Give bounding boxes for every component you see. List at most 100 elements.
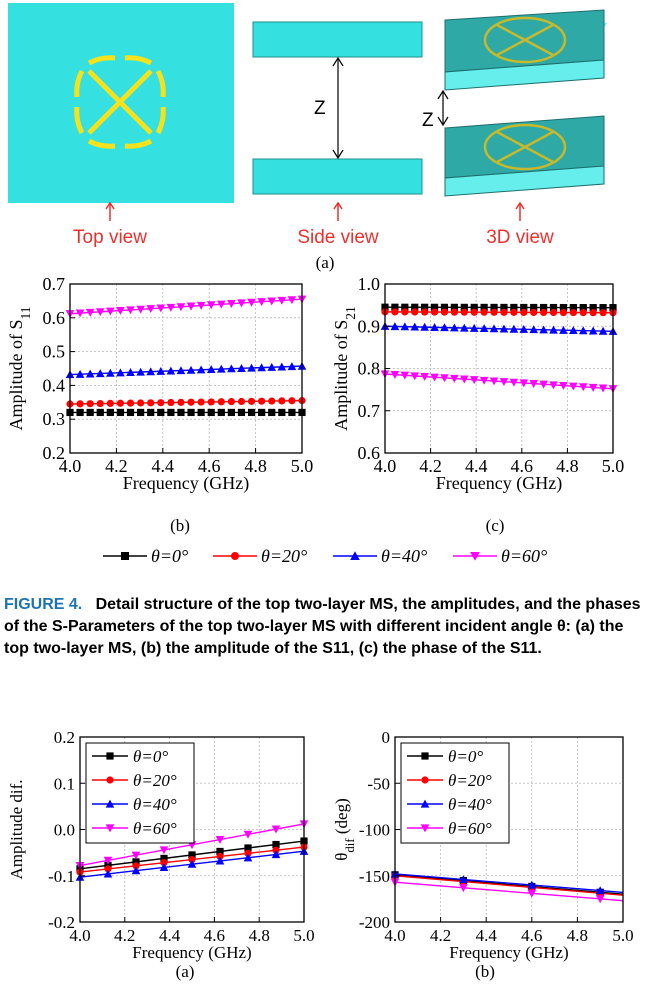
data-point [96,399,104,408]
series-2 [390,869,624,895]
y-tick-label: 0.6 [43,308,66,328]
y-axis-label: θdif (deg) [332,798,357,860]
data-point [103,856,113,865]
data-point [76,408,84,417]
shared-legend: θ=0° θ=20° θ=40° θ=60° [103,546,547,566]
y-tick-label: 0.2 [43,443,66,463]
y-axis-label: Amplitude of S11 [6,307,33,431]
legend-label: θ=40° [448,795,492,814]
data-point [126,368,135,376]
data-point [196,301,206,310]
chart-amplitude-dif: 4.0 4.2 4.4 4.6 4.8 5.0 -0.2 -0.1 0.0 0.1 0.2 Frequ… [7,728,315,962]
y-tick-label: 0.0 [54,821,75,840]
data-point [579,304,587,312]
data-point [579,309,587,317]
series-line [384,373,614,390]
data-point [440,303,449,311]
data-point [157,408,165,417]
data-point [599,309,607,317]
grid [70,284,302,453]
legend-marker [420,799,430,808]
series-0 [66,408,306,417]
data-point [237,408,246,417]
figure-a2-sublabel: (a) [175,962,195,981]
data-point [176,303,186,312]
data-point [277,296,287,305]
y-tick-label: 0.4 [43,375,66,395]
y-tick-label: -0.1 [48,867,75,886]
data-point [146,305,156,314]
data-point [480,308,488,316]
data-point [287,296,297,305]
series-line [69,399,303,405]
data-point [559,381,568,390]
x-tick-label: 4.8 [244,456,267,476]
series-line [384,311,614,314]
x-tick-label: 4.2 [430,926,451,945]
legend-marker [105,799,115,808]
data-point [244,844,252,852]
data-point [430,303,439,311]
data-point [268,408,276,417]
data-point [131,866,141,875]
x-tick-label: 4.4 [152,456,175,476]
data-point [598,326,608,335]
data-point [132,858,140,866]
legend-marker [470,552,480,561]
data-point [132,862,140,870]
series-1 [66,397,306,408]
data-point [257,363,266,372]
data-point [549,381,558,390]
data-point [595,895,605,904]
data-point [156,304,166,313]
data-point [430,323,439,331]
y-tick-label: 0.7 [43,274,66,294]
x-tick-label: 5.0 [293,926,314,945]
data-point [157,399,165,407]
data-point [569,382,578,391]
data-point [539,325,548,334]
data-point [217,398,225,406]
side-view-top-layer [252,21,423,58]
data-point [470,303,478,312]
x-tick-label: 4.2 [114,926,135,945]
data-point [95,369,105,378]
data-point [247,397,256,405]
data-point [272,840,280,849]
data-point [460,303,468,311]
series-line [394,873,624,894]
legend-marker [420,824,430,833]
3d-bottom-layer [444,115,605,197]
grid [385,284,613,453]
data-point [86,408,94,417]
data-point [187,398,195,406]
data-point [400,371,410,380]
legend-label: θ=60° [501,546,547,566]
legend-label: θ=0° [448,747,483,766]
x-tick-label: 4.4 [159,926,181,945]
data-point [187,859,197,868]
data-point [160,859,168,867]
legend-marker [105,824,115,833]
data-point [459,323,469,332]
data-point [391,308,399,316]
data-point [126,399,135,407]
data-point [540,303,548,312]
figure-a-sublabel: (a) [315,253,335,272]
data-point [258,397,266,405]
data-point [131,851,141,860]
data-point [156,366,166,375]
data-point [440,308,449,316]
y-tick-label: 0 [382,728,391,747]
view-pointer-arrows [105,201,525,221]
data-point [247,298,256,307]
x-tick-label: 4.6 [521,926,542,945]
y-tick-label: -200 [359,913,390,932]
series-line [394,881,624,902]
data-point [159,846,169,855]
data-point [227,300,236,308]
3d-top-layer [444,9,607,91]
x-tick-label: 4.6 [511,456,534,476]
data-point [196,365,206,374]
data-point [450,374,459,383]
